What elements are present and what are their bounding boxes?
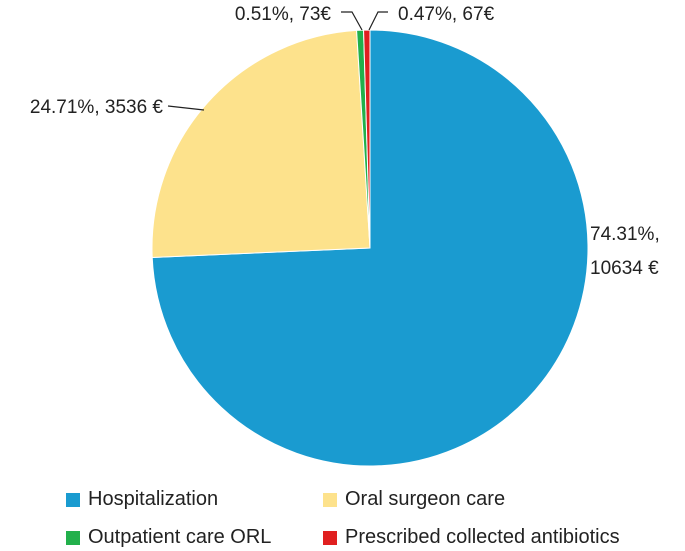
legend-label-hospitalization: Hospitalization <box>88 488 219 510</box>
legend-swatch-oral-surgeon-care <box>323 492 337 507</box>
pie-slice-oral-surgeon-care <box>151 29 371 258</box>
legend-label-prescribed-antibiotics: Prescribed collected antibiotics <box>345 526 620 548</box>
data-label-prescribed-collected-antibiotics: 0.47%, 67€ <box>398 4 495 25</box>
legend-item-outpatient-care-orl: Outpatient care ORL <box>66 526 271 549</box>
legend-swatch-hospitalization <box>66 492 80 507</box>
legend-label-outpatient-care-orl: Outpatient care ORL <box>88 526 272 548</box>
data-label-hospitalization-line-2: 10634 € <box>590 258 659 279</box>
leader-line-oral-surgeon-care <box>167 105 205 111</box>
data-label-outpatient-care-orl: 0.51%, 73€ <box>235 4 332 25</box>
leader-line-outpatient-care-orl <box>341 11 363 31</box>
legend-swatch-prescribed-antibiotics <box>323 530 337 545</box>
legend-label-oral-surgeon-care: Oral surgeon care <box>345 488 506 510</box>
data-label-oral-surgeon-care: 24.71%, 3536 € <box>30 97 164 118</box>
legend-item-hospitalization: Hospitalization <box>66 488 218 511</box>
data-label-hospitalization-line-1: 74.31%, <box>590 224 660 245</box>
legend-swatch-outpatient-care-orl <box>66 530 80 545</box>
leader-line-prescribed-collected-antibiotics <box>368 11 388 31</box>
pie-slice-prescribed-collected-antibiotics <box>363 29 371 249</box>
legend: Hospitalization Oral surgeon care Outpat… <box>0 482 685 551</box>
legend-item-prescribed-antibiotics: Prescribed collected antibiotics <box>323 526 620 549</box>
legend-item-oral-surgeon-care: Oral surgeon care <box>323 488 505 511</box>
